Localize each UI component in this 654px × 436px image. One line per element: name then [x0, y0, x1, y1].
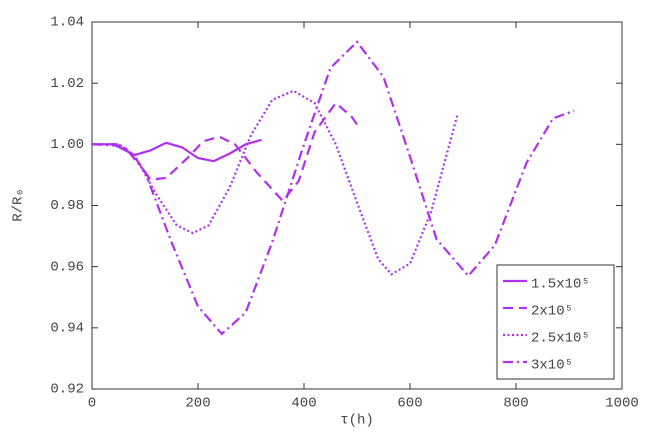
- y-tick-label: 0.92: [50, 382, 84, 398]
- y-tick-label: 0.94: [50, 321, 84, 337]
- x-axis-label: τ(h): [340, 413, 374, 429]
- y-tick-label: 1.04: [50, 15, 84, 31]
- series-line: [91, 40, 575, 336]
- legend-label: 2x10⁵: [531, 304, 573, 320]
- series-line: [92, 101, 358, 203]
- legend-box: [496, 264, 615, 380]
- legend-label: 2.5x10⁵: [531, 331, 590, 347]
- x-tick-label: 0: [88, 396, 96, 412]
- legend-label: 1.5x10⁵: [531, 277, 590, 293]
- y-tick-label: 0.96: [50, 259, 84, 275]
- x-tick-label: 400: [291, 396, 316, 412]
- legend-label: 3x10⁵: [531, 358, 573, 374]
- x-tick-label: 600: [397, 396, 422, 412]
- series-line: [92, 138, 262, 163]
- y-tick-label: 1.02: [50, 76, 84, 92]
- y-tick-label: 1.00: [50, 137, 84, 153]
- y-axis-label: R/R₀: [11, 188, 27, 222]
- y-tick-label: 0.98: [50, 198, 84, 214]
- x-tick-label: 800: [503, 396, 528, 412]
- x-tick-label: 1000: [605, 396, 639, 412]
- series-line: [92, 89, 459, 276]
- x-tick-label: 200: [185, 396, 210, 412]
